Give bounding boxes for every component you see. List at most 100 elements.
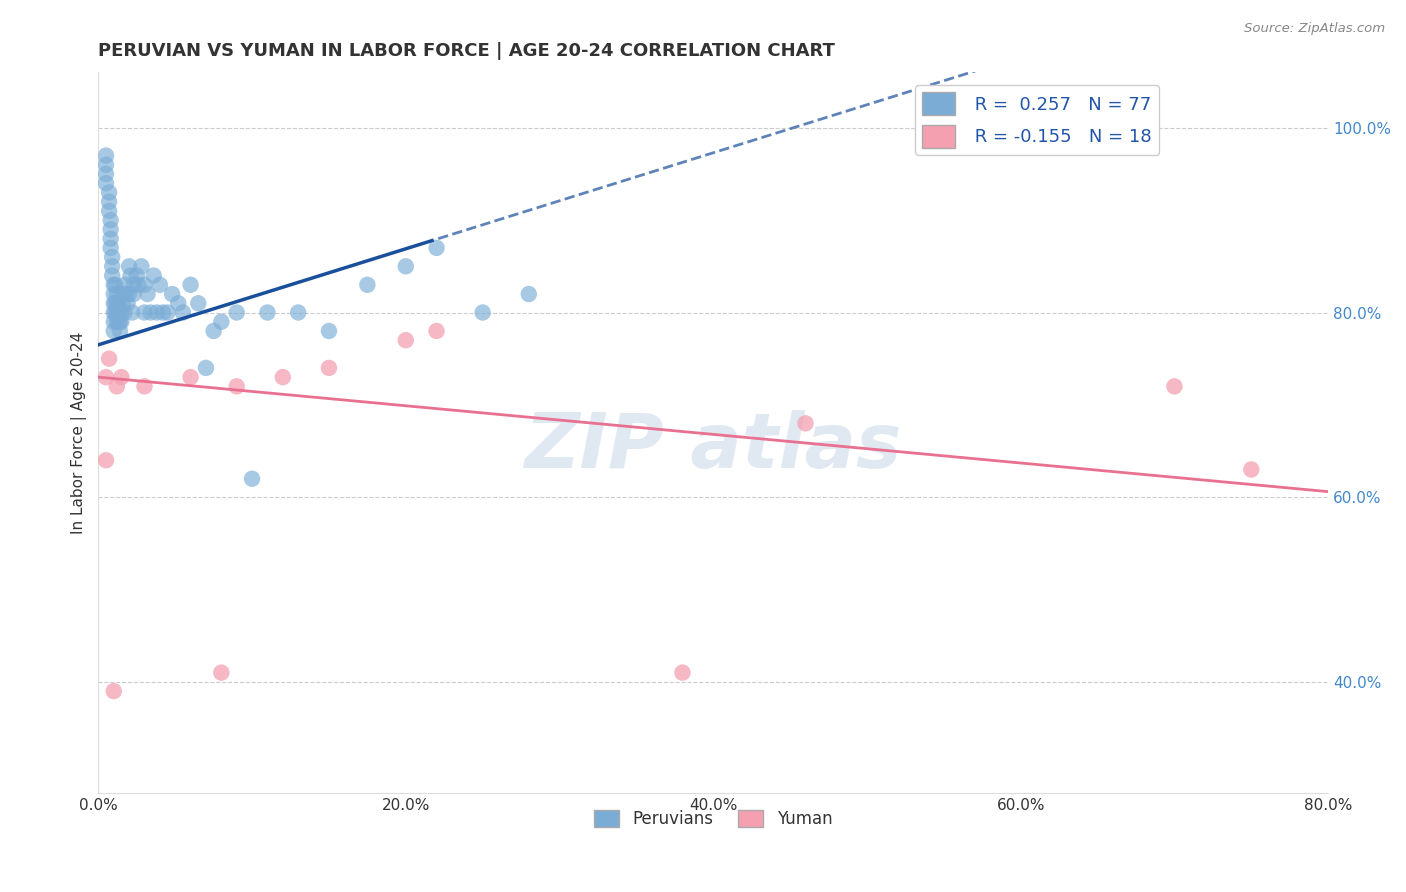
Point (108, 324, 131, 338)
Point (160, 287, 183, 301)
Point (139, 305, 162, 319)
Point (111, 287, 134, 301)
Point (107, 315, 129, 329)
Point (103, 277, 125, 292)
Text: ZIP atlas: ZIP atlas (524, 410, 903, 484)
Point (98, 194, 121, 209)
Point (98, 351, 121, 366)
Point (134, 305, 156, 319)
Point (108, 305, 131, 319)
Point (142, 268, 165, 283)
Point (98, 203, 121, 218)
Point (1163, 379, 1185, 393)
Point (425, 324, 447, 338)
Point (395, 260, 418, 274)
Point (134, 277, 156, 292)
Point (318, 360, 340, 375)
Point (101, 250, 124, 264)
Point (225, 379, 247, 393)
Point (110, 315, 132, 329)
Point (94, 453, 117, 467)
Point (105, 315, 128, 329)
Point (100, 241, 122, 255)
Point (103, 296, 125, 310)
Point (172, 305, 194, 319)
Point (104, 305, 127, 319)
Point (120, 268, 142, 283)
Point (122, 287, 145, 301)
Point (105, 287, 128, 301)
Point (104, 277, 127, 292)
Point (180, 277, 202, 292)
Point (156, 305, 179, 319)
Point (517, 287, 540, 301)
Point (136, 287, 159, 301)
Point (103, 684, 125, 698)
Point (107, 296, 129, 310)
Point (108, 315, 131, 329)
Point (94, 176, 117, 190)
Point (149, 277, 172, 292)
Point (101, 260, 124, 274)
Point (103, 287, 125, 301)
Point (103, 315, 125, 329)
Point (209, 665, 232, 680)
Point (209, 315, 232, 329)
Legend: Peruvians, Yuman: Peruvians, Yuman (588, 803, 839, 835)
Point (356, 277, 378, 292)
Point (104, 296, 127, 310)
Point (110, 305, 132, 319)
Point (187, 296, 209, 310)
Point (134, 379, 156, 393)
Point (105, 296, 128, 310)
Point (225, 305, 247, 319)
Point (127, 277, 149, 292)
Point (1240, 462, 1263, 476)
Point (395, 333, 418, 347)
Point (105, 305, 128, 319)
Point (103, 324, 125, 338)
Point (256, 305, 278, 319)
Point (194, 360, 217, 375)
Point (100, 213, 122, 227)
Point (318, 324, 340, 338)
Point (152, 305, 174, 319)
Point (240, 472, 263, 486)
Point (105, 379, 128, 393)
Point (125, 268, 148, 283)
Point (94, 167, 117, 181)
Point (115, 287, 138, 301)
Point (794, 417, 817, 431)
Point (180, 370, 202, 384)
Point (131, 260, 153, 274)
Point (107, 305, 129, 319)
Point (671, 665, 693, 680)
Point (118, 260, 141, 274)
Point (100, 232, 122, 246)
Point (98, 186, 121, 200)
Point (114, 277, 136, 292)
Text: PERUVIAN VS YUMAN IN LABOR FORCE | AGE 20-24 CORRELATION CHART: PERUVIAN VS YUMAN IN LABOR FORCE | AGE 2… (98, 42, 835, 60)
Point (287, 305, 309, 319)
Point (100, 222, 122, 236)
Point (202, 324, 225, 338)
Point (110, 370, 132, 384)
Point (101, 268, 124, 283)
Point (114, 305, 136, 319)
Point (94, 158, 117, 172)
Point (117, 296, 139, 310)
Point (121, 305, 143, 319)
Text: Source: ZipAtlas.com: Source: ZipAtlas.com (1244, 22, 1385, 36)
Point (94, 370, 117, 384)
Point (122, 277, 145, 292)
Point (145, 305, 167, 319)
Point (94, 148, 117, 162)
Point (103, 305, 125, 319)
Point (111, 296, 134, 310)
Point (471, 305, 494, 319)
Point (425, 241, 447, 255)
Point (118, 287, 141, 301)
Point (271, 370, 294, 384)
Y-axis label: In Labor Force | Age 20-24: In Labor Force | Age 20-24 (72, 332, 87, 533)
Point (167, 296, 190, 310)
